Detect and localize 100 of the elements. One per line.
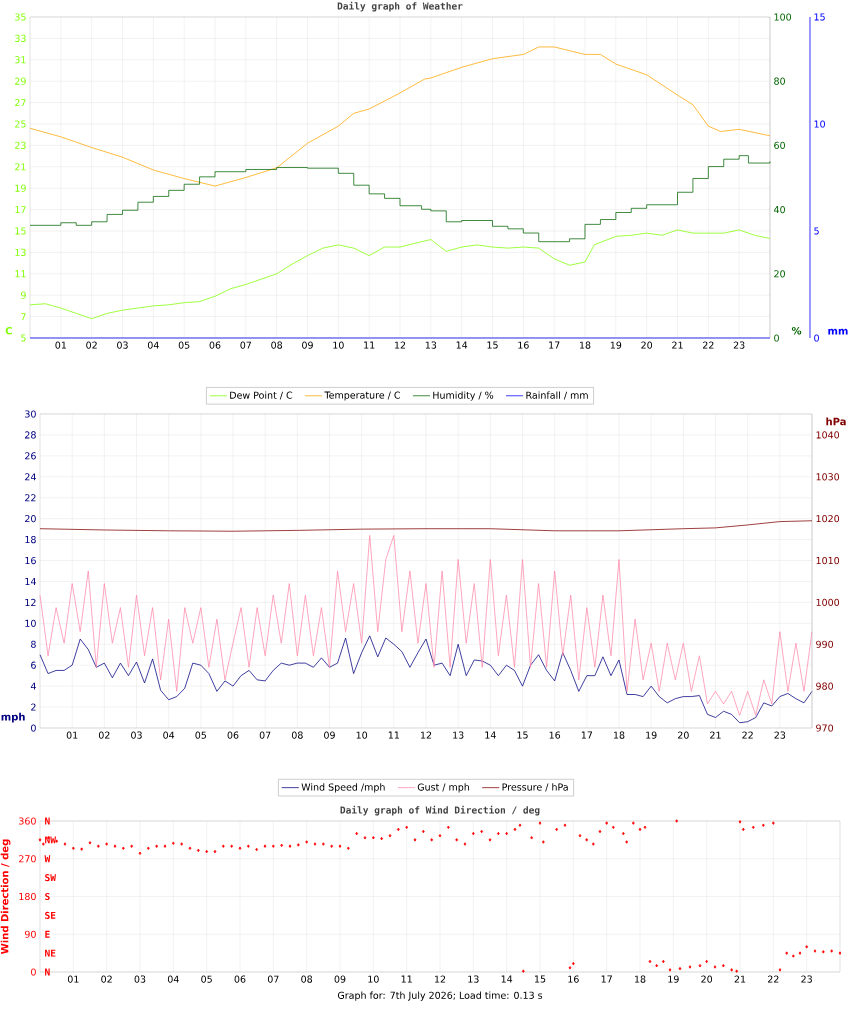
x-tick-label: 19 <box>646 731 657 739</box>
x-tick-label: 20 <box>677 731 689 739</box>
x-tick-label: 17 <box>581 731 593 739</box>
y3-tick-label: 15 <box>814 13 825 21</box>
line-series <box>39 520 813 532</box>
y-tick-label: 19 <box>15 184 26 192</box>
legend-label: Wind Speed /mph <box>301 783 385 793</box>
x-tick-label: 22 <box>702 341 714 349</box>
annotation: N <box>45 817 50 825</box>
line-series <box>39 535 813 716</box>
y3-axis-title: mm <box>828 328 848 335</box>
x-tick-label: 08 <box>271 341 283 349</box>
y-tick-label: 35 <box>15 13 26 21</box>
annotation: W <box>44 855 51 863</box>
y2-axis-title: % <box>791 326 802 335</box>
x-tick-label: 07 <box>259 731 271 739</box>
y2-tick-label: 100 <box>774 13 792 21</box>
y-tick-label: 21 <box>15 163 26 171</box>
annotation: NE <box>45 949 56 957</box>
y2-tick-label: 1030 <box>816 473 840 481</box>
y-tick-label: 12 <box>25 598 36 606</box>
y-tick-label: 30 <box>25 410 36 418</box>
x-tick-label: 11 <box>364 341 375 349</box>
line-series <box>29 46 771 187</box>
x-tick-label: 06 <box>227 731 239 739</box>
chart-title: Daily graph of Weather <box>337 1 463 12</box>
y-tick-label: 180 <box>19 892 36 901</box>
x-tick-label: 13 <box>453 731 464 739</box>
y2-tick-label: 980 <box>816 682 834 690</box>
y-tick-label: 13 <box>15 248 26 256</box>
legend-label: Dew Point / C <box>230 391 293 400</box>
y-tick-label: 27 <box>15 99 26 107</box>
x-tick-label: 12 <box>435 975 446 983</box>
x-tick-label: 11 <box>401 975 412 983</box>
x-tick-label: 14 <box>501 975 513 983</box>
line-series <box>39 635 813 724</box>
y-tick-label: 16 <box>25 556 36 565</box>
x-tick-label: 10 <box>333 341 344 349</box>
y-tick-label: 5 <box>21 334 26 342</box>
x-tick-label: 19 <box>610 341 622 349</box>
y-tick-label: 270 <box>19 855 36 863</box>
x-tick-label: 09 <box>334 975 346 983</box>
x-tick-label: 17 <box>601 975 612 983</box>
x-tick-label: 21 <box>710 731 721 739</box>
x-tick-label: 10 <box>356 731 368 739</box>
y-tick-label: 9 <box>21 291 26 299</box>
legend-label: Humidity / % <box>433 391 494 401</box>
y-tick-label: 18 <box>25 536 36 544</box>
x-tick-label: 22 <box>742 731 753 739</box>
x-tick-label: 14 <box>456 341 468 349</box>
y2-axis-title: hPa <box>826 417 846 426</box>
y-tick-label: 17 <box>15 206 26 214</box>
y-tick-label: 23 <box>15 141 26 149</box>
x-tick-label: 23 <box>733 341 745 349</box>
x-tick-label: 04 <box>167 975 179 983</box>
y2-tick-label: 1020 <box>816 515 840 523</box>
y-tick-label: 15 <box>15 227 26 235</box>
chart-title: Daily graph of Wind Direction / deg <box>340 805 540 816</box>
x-tick-label: 17 <box>549 341 560 349</box>
annotation: SE <box>45 911 56 919</box>
x-tick-label: 03 <box>134 975 146 983</box>
y-tick-label: 31 <box>15 56 26 64</box>
y-axis-title: mph <box>1 712 25 723</box>
x-tick-label: 20 <box>701 975 713 983</box>
y2-tick-label: 20 <box>774 270 785 278</box>
y2-tick-label: 1000 <box>816 598 840 606</box>
legend-label: Rainfall / mm <box>526 391 588 400</box>
x-tick-label: 19 <box>668 975 679 983</box>
y-tick-label: 8 <box>31 640 36 648</box>
y2-tick-label: 80 <box>774 77 785 85</box>
annotation: SW <box>45 874 56 882</box>
x-tick-label: 03 <box>131 731 142 739</box>
x-tick-label: 01 <box>67 975 79 983</box>
x-tick-label: 03 <box>117 341 128 349</box>
x-tick-label: 05 <box>178 341 190 349</box>
x-tick-label: 13 <box>425 341 437 349</box>
y-tick-label: 26 <box>25 452 36 460</box>
y-tick-label: 24 <box>25 473 36 481</box>
x-tick-label: 15 <box>517 731 528 739</box>
y-tick-label: 33 <box>15 34 26 42</box>
x-tick-label: 12 <box>395 341 406 349</box>
x-tick-label: 23 <box>801 975 812 983</box>
y-tick-label: 0 <box>31 724 36 732</box>
y3-tick-label: 5 <box>814 227 819 235</box>
y2-tick-label: 990 <box>816 640 834 648</box>
x-tick-label: 16 <box>568 975 579 983</box>
x-tick-label: 11 <box>388 731 399 739</box>
x-tick-label: 08 <box>291 731 303 739</box>
y2-tick-label: 60 <box>774 141 785 149</box>
x-tick-label: 20 <box>641 341 653 349</box>
annotation: S <box>45 892 50 901</box>
x-tick-label: 08 <box>301 975 313 983</box>
x-tick-label: 23 <box>774 731 786 739</box>
y-tick-label: 25 <box>15 120 26 128</box>
x-tick-label: 02 <box>86 341 97 349</box>
x-tick-label: 15 <box>487 341 498 349</box>
x-tick-label: 05 <box>201 975 212 983</box>
x-tick-label: 16 <box>518 341 529 349</box>
x-tick-label: 18 <box>635 975 646 983</box>
x-tick-label: 06 <box>209 341 221 349</box>
